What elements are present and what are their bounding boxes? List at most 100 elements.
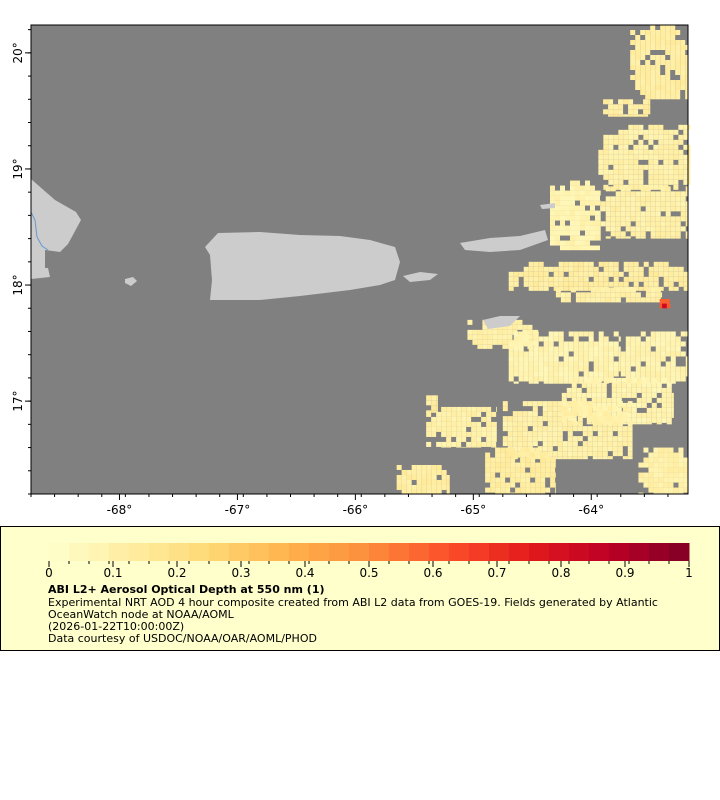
aod-cell: [530, 457, 536, 463]
aod-cell: [635, 75, 641, 80]
aod-cell: [558, 271, 564, 277]
aod-cell: [625, 346, 631, 352]
aod-cell: [655, 336, 661, 342]
aod-cell: [658, 164, 664, 170]
aod-cell: [668, 457, 674, 463]
aod-cell: [573, 366, 579, 372]
aod-cell: [545, 452, 551, 458]
aod-cell: [554, 240, 560, 246]
aod-cell: [558, 341, 564, 347]
aod-cell: [645, 85, 651, 90]
colorbar-swatch: [469, 543, 490, 561]
aod-cell: [487, 334, 493, 340]
colorbar-swatch: [89, 543, 110, 561]
aod-cell: [567, 446, 573, 452]
colorbar-swatch: [589, 543, 610, 561]
aod-cell: [635, 231, 641, 237]
aod-cell: [658, 266, 664, 272]
aod-cell: [653, 169, 659, 175]
aod-cell: [616, 397, 622, 403]
aod-cell: [528, 366, 534, 372]
aod-cell: [650, 206, 656, 212]
aod-cell: [635, 216, 641, 222]
aod-cell: [542, 436, 548, 442]
aod-cell: [485, 467, 491, 473]
aod-cell: [680, 366, 686, 372]
aod-cell: [584, 225, 590, 231]
aod-cell: [578, 351, 584, 357]
aod-cell: [617, 441, 623, 447]
aod-cell: [675, 366, 681, 372]
aod-cell: [675, 371, 681, 377]
aod-cell: [436, 426, 442, 432]
aod-cell: [549, 235, 555, 241]
aod-cell: [558, 371, 564, 377]
aod-cell: [491, 431, 497, 437]
aod-cell: [523, 341, 529, 347]
aod-cell: [638, 129, 644, 135]
aod-cell: [630, 356, 636, 362]
aod-cell: [653, 477, 659, 483]
aod-cell: [553, 336, 559, 342]
aod-cell: [675, 216, 681, 222]
aod-cell: [648, 139, 654, 145]
aod-cell: [522, 426, 528, 432]
aod-cell: [628, 271, 634, 277]
aod-cell: [517, 426, 523, 432]
aod-cell: [548, 341, 554, 347]
aod-cell: [572, 411, 578, 417]
aod-cell: [441, 446, 447, 448]
aod-cell: [678, 477, 684, 483]
aod-cell: [622, 431, 628, 437]
aod-cell: [607, 431, 613, 437]
aod-cell: [628, 276, 634, 282]
aod-cell: [441, 474, 447, 480]
aod-cell: [650, 95, 656, 100]
aod-cell: [665, 381, 671, 384]
aod-cell: [630, 201, 636, 207]
aod-cell: [638, 179, 644, 185]
aod-cell: [416, 484, 422, 490]
x-tick-label: -67°: [225, 503, 251, 517]
aod-cell: [658, 134, 664, 140]
aod-cell: [628, 134, 634, 140]
aod-cell: [628, 129, 634, 135]
aod-cell: [618, 139, 624, 145]
aod-cell: [668, 174, 674, 180]
aod-cell: [670, 201, 676, 207]
aod-cell: [622, 456, 628, 460]
aod-cell: [535, 467, 541, 473]
aod-cell: [653, 276, 659, 282]
aod-cell: [554, 190, 560, 196]
x-tick-label: -65°: [461, 503, 487, 517]
aod-cell: [660, 40, 666, 45]
aod-cell: [554, 195, 560, 201]
aod-cell: [555, 492, 556, 494]
aod-cell: [579, 245, 585, 251]
aod-cell: [476, 421, 482, 427]
aod-cell: [426, 489, 432, 494]
aod-cell: [476, 426, 482, 432]
aod-cell: [650, 30, 656, 35]
aod-cell: [542, 426, 548, 432]
aod-cell: [658, 124, 664, 130]
aod-cell: [668, 462, 674, 468]
aod-cell: [675, 40, 681, 45]
aod-cell: [603, 281, 609, 287]
aod-cell: [653, 467, 659, 473]
aod-cell: [476, 446, 482, 448]
aod-cell: [650, 196, 656, 202]
aod-cell: [635, 371, 641, 377]
aod-cell: [659, 298, 665, 304]
aod-cell: [663, 447, 669, 453]
land-vieques: [403, 272, 438, 282]
aod-cell: [666, 407, 672, 413]
aod-cell: [466, 421, 472, 427]
aod-cell: [593, 341, 599, 347]
aod-cell: [650, 35, 656, 40]
colorbar-swatch: [149, 543, 170, 561]
aod-cell: [587, 406, 593, 412]
aod-cell: [431, 405, 437, 411]
aod-cell: [431, 400, 437, 406]
aod-cell: [471, 411, 477, 417]
